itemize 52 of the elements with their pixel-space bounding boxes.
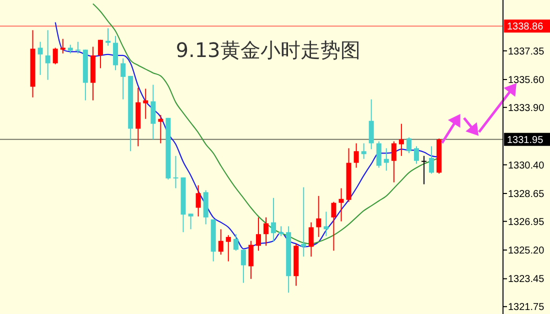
candlestick xyxy=(98,39,103,69)
candlestick xyxy=(38,41,43,76)
candlestick xyxy=(414,146,419,164)
candlestick xyxy=(398,123,404,156)
candlestick xyxy=(75,41,80,54)
candlestick xyxy=(301,186,306,258)
candlestick xyxy=(354,142,359,168)
candlestick xyxy=(422,155,426,185)
candlestick xyxy=(188,213,194,230)
y-tick-label: 1333.90 xyxy=(508,102,545,114)
candlestick xyxy=(240,249,246,284)
candlestick xyxy=(158,114,164,144)
candlestick xyxy=(226,234,231,262)
y-tick-label: 1321.75 xyxy=(508,302,545,314)
candlestick xyxy=(271,197,276,242)
candlestick xyxy=(376,140,382,168)
candlestick xyxy=(143,88,148,120)
candlestick xyxy=(391,140,396,183)
candlestick xyxy=(264,216,268,246)
candlestick xyxy=(256,216,261,252)
candlestick xyxy=(406,136,412,154)
candlestick xyxy=(106,28,110,46)
candlestick xyxy=(316,195,322,238)
candlestick xyxy=(429,146,434,174)
candlestick xyxy=(368,98,374,150)
candlestick xyxy=(150,84,156,140)
candlestick xyxy=(218,228,224,256)
ref-line-label: 1331.95 xyxy=(507,134,544,146)
candlestick xyxy=(173,155,178,189)
candlestick xyxy=(120,58,126,100)
candlestick xyxy=(60,38,66,54)
y-tick-label: 1337.35 xyxy=(508,46,545,58)
candlestick xyxy=(384,148,389,172)
candlestick xyxy=(361,142,366,160)
candlestick xyxy=(233,234,238,252)
candlestick xyxy=(308,222,314,258)
candlestick xyxy=(113,35,118,71)
y-tick-label: 1335.60 xyxy=(508,75,545,86)
candlestick xyxy=(331,201,336,252)
candlestick xyxy=(45,30,50,80)
y-tick-label: 1325.20 xyxy=(508,246,545,257)
y-tick-label: 1328.65 xyxy=(508,188,545,200)
y-tick-label: 1323.45 xyxy=(508,274,545,286)
ref-line-label: 1338.86 xyxy=(507,22,544,33)
candlestick xyxy=(248,240,254,280)
candlestick xyxy=(278,226,284,237)
text: 9.13黄金小时走势图 xyxy=(176,38,360,62)
candlestick xyxy=(52,47,58,65)
y-tick-label: 1326.95 xyxy=(508,216,545,228)
candlestick xyxy=(338,188,344,222)
candlestick xyxy=(196,184,201,217)
y-tick-label: 1330.40 xyxy=(508,160,545,172)
